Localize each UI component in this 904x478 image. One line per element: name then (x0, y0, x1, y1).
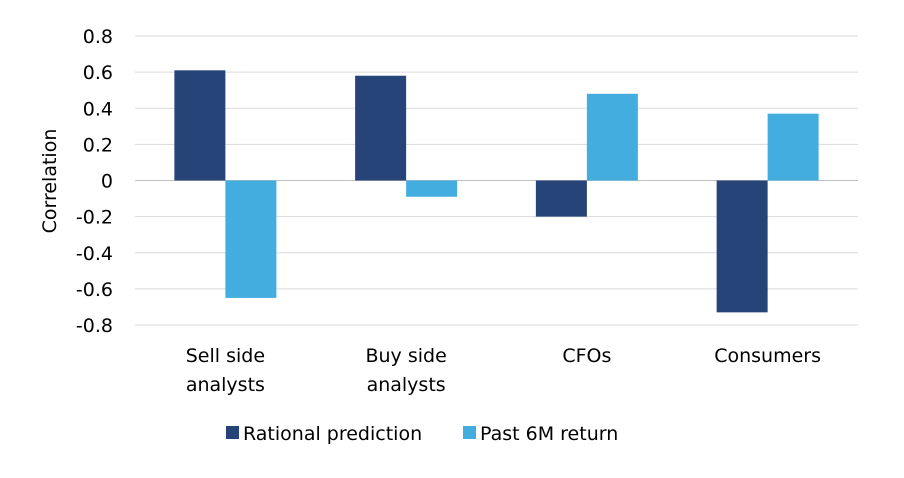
bar-past-6m-return (586, 93, 638, 181)
y-tick-label: -0.4 (76, 243, 113, 265)
x-category-label: analysts (367, 374, 446, 396)
y-tick-label: -0.6 (76, 279, 113, 301)
y-tick-label: 0.2 (83, 134, 113, 156)
legend: Rational prediction Past 6M return (226, 423, 618, 445)
y-axis-label: Correlation (39, 129, 61, 234)
y-tick-label: 0.4 (83, 98, 113, 120)
bar-rational-prediction (716, 180, 768, 313)
bar-rational-prediction (355, 75, 407, 181)
y-tick-label: -0.8 (76, 315, 113, 337)
bar-rational-prediction (535, 180, 587, 217)
y-tick-label: -0.2 (76, 207, 113, 229)
legend-label: Past 6M return (480, 423, 618, 445)
x-category-label: analysts (186, 374, 265, 396)
x-category-label: CFOs (562, 345, 611, 367)
x-axis-labels: Sell side analysts Buy side analysts CFOs Con… (186, 345, 821, 396)
x-category-label: Consumers (714, 345, 821, 367)
legend-swatch (226, 426, 239, 439)
bar-past-6m-return (406, 180, 458, 197)
y-tick-label: 0.6 (83, 62, 113, 84)
x-category-label: Buy side (365, 345, 446, 367)
bar-past-6m-return (225, 180, 277, 298)
bar-rational-prediction (174, 70, 226, 181)
bars (174, 70, 819, 313)
x-category-label: Sell side (186, 345, 265, 367)
y-tick-label: 0 (101, 171, 113, 193)
legend-swatch (463, 426, 476, 439)
legend-label: Rational prediction (243, 423, 422, 445)
y-axis-ticks: 0.8 0.6 0.4 0.2 0 -0.2 -0.4 -0.6 -0.8 (76, 26, 113, 337)
y-tick-label: 0.8 (83, 26, 113, 48)
bar-past-6m-return (767, 113, 819, 181)
